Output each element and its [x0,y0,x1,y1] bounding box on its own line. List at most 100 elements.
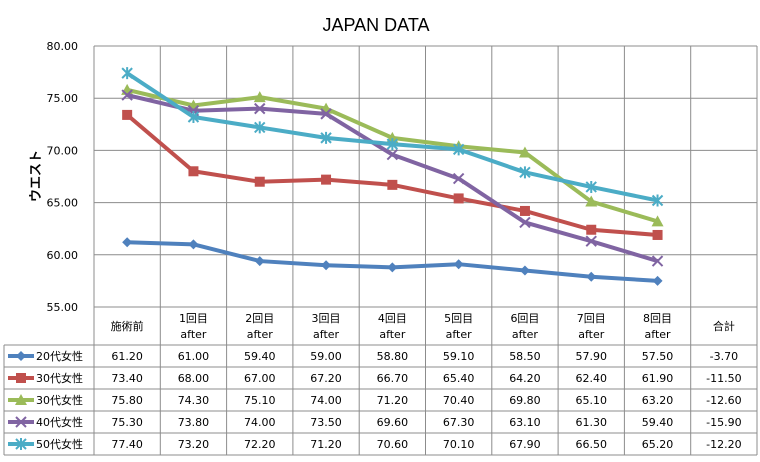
data-label: 59.00 [310,350,342,363]
data-label: 75.30 [111,416,143,429]
data-label: 67.90 [509,438,541,451]
data-point [585,235,597,247]
data-point [386,138,399,151]
data-label: 63.10 [509,416,541,429]
y-tick-label: 75.00 [47,92,79,105]
data-table: 施術前 1回目 after 2回目 after 3回目 after 4回目 after 5回目 af… [3,312,757,456]
data-label: 59.10 [443,350,475,363]
data-point [122,237,133,248]
data-label: 75.80 [111,394,143,407]
x-tick-sublabel: after [247,328,274,341]
data-label: 73.20 [178,438,210,451]
chart-grid [93,45,758,455]
data-point [15,416,27,428]
data-point [519,216,531,229]
data-point [321,260,332,271]
legend-label: 50代女性 [36,437,83,451]
data-point [519,166,531,179]
total-value: -3.70 [710,350,738,363]
y-axis-label: ウエスト [29,150,44,202]
data-label: 73.40 [111,372,143,385]
data-point [253,91,266,103]
data-label: 71.20 [377,394,409,407]
data-label: 69.60 [377,416,409,429]
y-tick-label: 60.00 [47,249,79,262]
legend-label: 30代女性 [36,393,83,407]
total-header: 合計 [713,319,735,333]
data-point [651,255,664,267]
series-2 [122,109,663,240]
data-label: 67.30 [443,416,475,429]
x-tick-label: 7回目 [577,312,606,325]
data-label: 72.20 [244,438,276,451]
data-point [16,373,26,383]
total-value: -11.50 [706,372,741,385]
series-line [127,240,658,283]
data-label: 74.00 [310,394,342,407]
data-point [453,193,464,204]
data-point [651,215,664,227]
legend-key [8,438,34,450]
y-axis-ticks: 80.00 75.00 70.00 65.00 60.00 55.00 [47,40,79,314]
data-point [320,131,332,144]
y-tick-label: 80.00 [47,40,79,53]
data-label: 74.00 [244,416,276,429]
data-label: 69.80 [509,394,541,407]
total-value: -12.60 [706,394,741,407]
data-point [254,102,266,115]
data-label: 70.60 [377,438,409,451]
data-point [15,438,27,450]
data-label: 57.50 [642,350,674,363]
data-point [15,394,27,405]
series-5 [121,67,664,207]
data-label: 63.20 [642,394,674,407]
x-tick-sublabel: after [512,328,539,341]
data-point [188,166,199,177]
data-label: 66.70 [377,372,409,385]
data-label: 61.30 [576,416,608,429]
data-point [387,262,398,273]
x-tick-sublabel: after [379,328,406,341]
data-label: 73.80 [178,416,210,429]
data-point [121,89,133,101]
data-point [320,108,332,120]
data-label: 57.90 [576,350,608,363]
series-4 [121,89,664,267]
total-value: -15.90 [706,416,741,429]
data-label: 77.40 [111,438,143,451]
data-label: 74.30 [178,394,210,407]
legend-key [8,373,34,383]
data-label: 66.50 [576,438,608,451]
data-point [386,148,399,161]
data-point [585,195,598,207]
data-label: 75.10 [244,394,276,407]
y-tick-label: 70.00 [47,144,79,157]
data-point [16,351,26,361]
data-label: 65.40 [443,372,475,385]
total-value: -12.20 [706,438,741,451]
data-point [519,265,530,276]
data-label: 73.50 [310,416,342,429]
data-label: 58.50 [509,350,541,363]
x-tick-sublabel: after [313,328,340,341]
data-label: 61.00 [178,350,210,363]
data-label: 70.10 [443,438,475,451]
data-label: 70.40 [443,394,475,407]
data-point [121,67,133,80]
data-label: 68.00 [178,372,210,385]
legend-key [8,394,34,405]
x-tick-label: 8回目 [643,312,672,325]
data-label: 62.40 [576,372,608,385]
x-tick-label: 5回目 [444,312,473,325]
data-label: 65.20 [642,438,674,451]
x-tick-label: 4回目 [378,312,407,325]
data-point [254,121,266,134]
data-label: 71.20 [310,438,342,451]
data-label: 59.40 [642,416,674,429]
legend-key [8,351,34,361]
data-point [452,172,465,185]
data-label: 65.10 [576,394,608,407]
data-label: 67.00 [244,372,276,385]
legend-label: 40代女性 [36,415,83,429]
x-tick-sublabel: after [446,328,473,341]
